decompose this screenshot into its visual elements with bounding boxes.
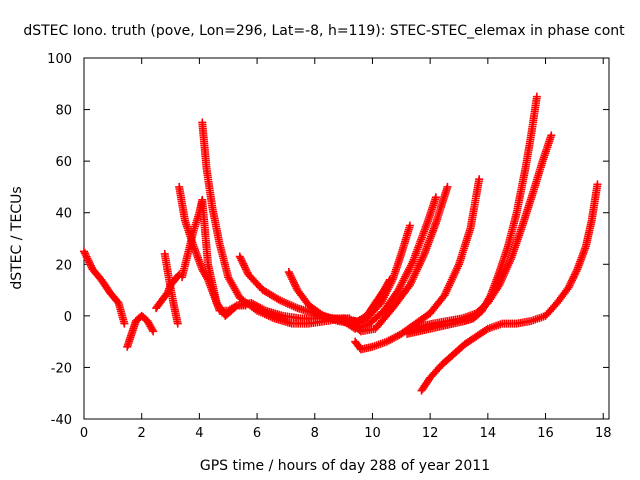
x-tick-label: 18 [595,426,612,441]
data-point [80,249,89,258]
x-tick-label: 10 [364,426,381,441]
x-tick-label: 12 [422,426,439,441]
y-tick-label: 40 [55,207,72,222]
data-point [86,260,95,269]
series-arc2 [123,311,158,351]
data-point [173,319,182,328]
data-point [236,254,245,263]
x-tick-label: 8 [311,426,319,441]
series-arc12 [351,175,484,354]
data-point [572,267,581,276]
data-point [148,325,157,334]
data-point [288,275,297,284]
data-point [475,175,484,184]
y-tick-label: 0 [64,310,72,325]
series-arc4 [160,249,182,328]
y-tick-label: -40 [51,413,72,428]
data-point [242,266,251,275]
series-arc1 [80,247,129,328]
data-point [289,277,298,286]
data-point [83,254,92,263]
x-tick-label: 6 [253,426,261,441]
data-point [593,180,602,189]
series-arc9 [284,221,414,328]
data-point [174,271,183,280]
data-point [405,221,414,230]
data-point [80,247,88,256]
y-axis-label: dSTEC / TECUs [9,186,25,289]
data-point [564,283,573,292]
data-point [567,278,576,287]
data-point [568,276,577,285]
data-point [239,259,248,268]
data-point [84,256,93,265]
data-point [241,265,250,274]
data-point [286,271,295,280]
data-point [149,327,158,336]
x-axis-label: GPS time / hours of day 288 of year 2011 [200,458,490,474]
data-point [235,252,244,261]
data-point [284,268,293,277]
series-arc14 [405,131,556,333]
data-point [431,193,440,202]
plot-frame [83,57,610,420]
y-tick-label: 20 [55,258,72,273]
data-point [287,273,296,282]
series-arc6 [178,195,354,323]
data-point [120,319,129,328]
y-tick-label: 60 [55,155,72,170]
data-series [80,92,602,395]
data-point [570,270,579,279]
axis-ticks: 0 2 4 6 8 10 12 14 16 18 -40 -20 0 20 40 60 80 100 [47,52,611,441]
x-tick-label: 14 [480,426,497,441]
chart-title: dSTEC Iono. truth (pove, Lon=296, Lat=-8… [23,23,625,39]
data-point [238,257,247,266]
series-arc7 [198,118,360,328]
data-point [532,92,541,101]
data-point [285,269,294,278]
data-point [566,279,575,288]
data-point [231,302,240,311]
y-tick-label: 80 [55,104,72,119]
data-point [113,297,122,306]
series-arc11 [345,182,452,336]
data-point [571,269,580,278]
x-tick-label: 2 [138,426,146,441]
data-point [568,274,577,283]
series-arc15 [417,180,602,395]
data-point [237,256,246,265]
y-tick-label: 100 [47,52,72,67]
data-point [290,278,298,287]
data-point [443,182,452,191]
data-point [291,282,300,291]
x-tick-label: 16 [537,426,554,441]
data-point [565,281,574,290]
data-point [240,263,249,272]
x-tick-label: 0 [80,426,88,441]
data-point [547,131,556,140]
data-point [240,261,249,270]
x-tick-label: 4 [195,426,203,441]
series-arc10 [328,193,440,333]
data-point [82,252,91,261]
data-point [569,272,578,281]
data-point [81,251,90,260]
y-tick-label: -20 [51,361,72,376]
data-point [86,261,95,270]
data-point [482,325,491,334]
data-point [290,280,299,289]
data-point [85,258,94,267]
